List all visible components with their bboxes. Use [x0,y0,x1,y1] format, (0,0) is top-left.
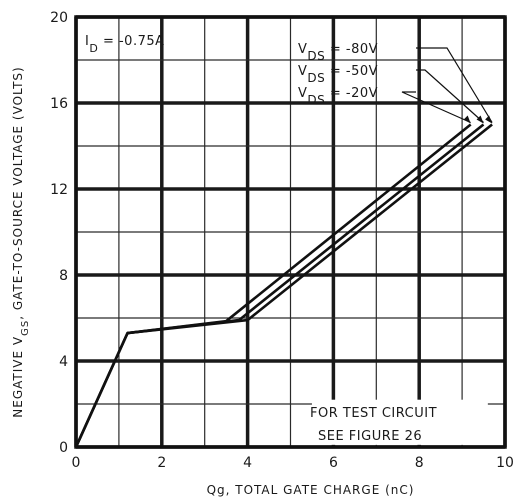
legend-label-50v: VDS = -50V [298,64,378,85]
y-tick-label: 8 [59,268,68,284]
legend-leader-line [401,91,471,124]
legend-leader-arrow [463,115,471,124]
y-tick-label: 20 [50,10,68,26]
x-tick-label: 8 [415,455,424,471]
condition-label: ID = -0.75A [85,34,165,55]
y-tick-labels: 0 4 8 12 16 20 [50,10,68,456]
y-tick-label: 0 [59,440,68,456]
y-tick-label: 16 [50,96,68,112]
x-tick-labels: 0 2 4 6 8 10 [72,455,514,471]
legend-leader-line [416,69,484,123]
x-tick-label: 10 [496,455,514,471]
legend-leader-arrow [485,115,493,124]
legend-label-80v: VDS = -80V [298,42,378,63]
series-line [74,123,493,448]
legend: VDS = -80V VDS = -50V VDS = -20V [298,42,378,107]
legend-leader-arrow [476,115,484,124]
note-line-1: FOR TEST CIRCUIT [310,406,437,421]
legend-leader-line [416,47,493,123]
note-background [311,399,488,445]
series-curves [74,123,493,448]
grid [74,15,507,449]
y-tick-label: 12 [50,182,68,198]
x-tick-label: 0 [72,455,81,471]
legend-label-20v: VDS = -20V [298,86,378,107]
series-line [74,123,485,448]
x-tick-label: 6 [329,455,338,471]
y-axis-title: NEGATIVE VGS, GATE-TO-SOURCE VOLTAGE (VO… [11,66,31,417]
plot-frame [74,15,507,449]
y-tick-label: 4 [59,354,68,370]
series-line [74,123,472,448]
note-line-2: SEE FIGURE 26 [318,429,422,444]
x-tick-label: 4 [243,455,252,471]
x-axis-title: Qg, TOTAL GATE CHARGE (nC) [207,483,415,497]
x-tick-label: 2 [157,455,166,471]
legend-leaders [401,47,493,124]
